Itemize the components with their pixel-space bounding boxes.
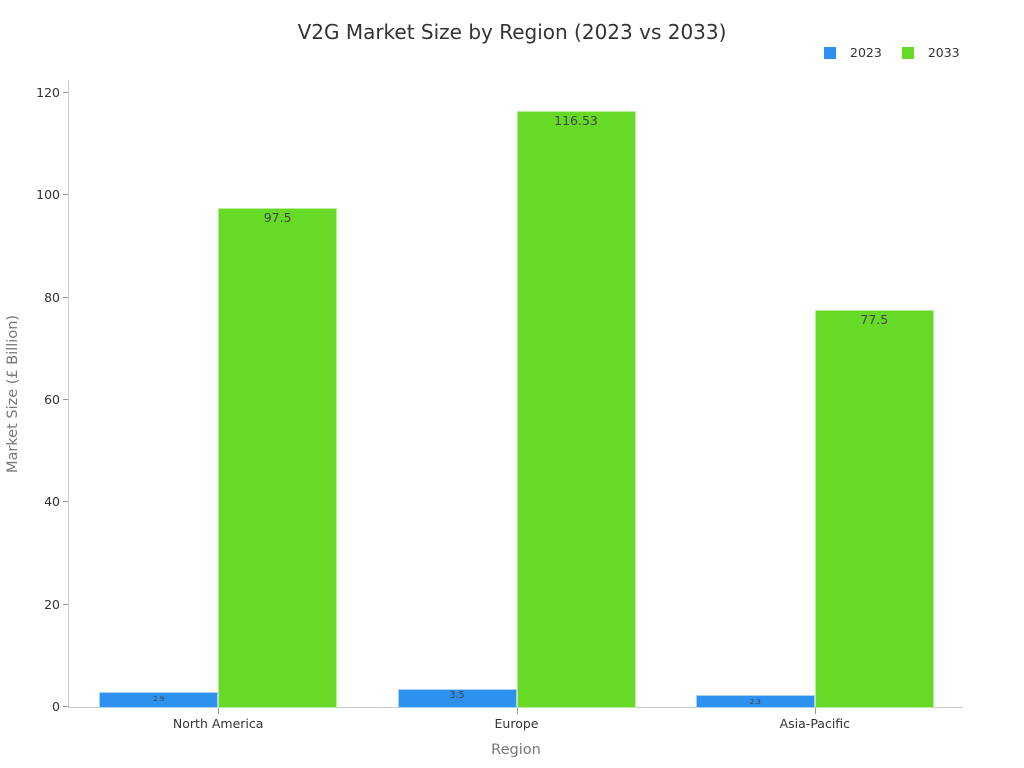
y-tick-mark: [63, 194, 68, 196]
x-axis-title: Region: [491, 742, 541, 758]
y-tick-mark: [63, 296, 68, 298]
x-tick-mark: [516, 708, 518, 714]
bar-2023-asia-pacific[interactable]: 2.3: [695, 695, 815, 708]
y-tick-label: 80: [44, 289, 60, 305]
x-tick-label: Asia-Pacific: [779, 716, 851, 731]
bar-value-label: 3.5: [449, 690, 465, 702]
bar-2023-north-america[interactable]: 2.9: [99, 692, 219, 708]
y-tick: 100: [0, 187, 68, 209]
x-tick-mark: [814, 708, 816, 714]
x-tick-label: North America: [172, 716, 264, 731]
bar-value-label: 116.53: [554, 112, 598, 128]
y-tick-label: 40: [44, 494, 60, 510]
bar-2033-asia-pacific[interactable]: 77.5: [814, 310, 934, 708]
bar-value-label: 97.5: [263, 210, 292, 226]
legend: 2023 2033: [824, 45, 980, 60]
y-tick-label: 100: [36, 187, 60, 203]
y-tick-label: 60: [44, 392, 60, 407]
legend-label-2023: 2023: [850, 45, 882, 60]
bar-2033-north-america[interactable]: 97.5: [218, 208, 338, 708]
legend-item-2033[interactable]: 2033: [901, 45, 960, 60]
y-tick: 80: [0, 290, 68, 312]
y-tick-mark: [63, 501, 68, 503]
x-tick-mark: [218, 708, 220, 714]
y-tick: 40: [0, 494, 68, 516]
x-tick-label: Europe: [494, 716, 539, 731]
y-tick: 20: [0, 597, 68, 619]
y-tick: 120: [0, 85, 68, 107]
y-tick-label: 120: [36, 85, 60, 100]
bar-2033-europe[interactable]: 116.53: [516, 110, 636, 708]
bar-value-label: 2.9: [153, 695, 165, 704]
y-tick-mark: [63, 706, 68, 707]
y-axis-title: Market Size (£ Billion): [5, 314, 21, 474]
y-tick-mark: [63, 399, 68, 400]
legend-item-2023[interactable]: 2023: [824, 45, 882, 60]
y-tick-label: 0: [52, 699, 60, 714]
chart-title: V2G Market Size by Region (2023 vs 2033): [297, 20, 727, 44]
bar-2023-europe[interactable]: 3.5: [397, 689, 517, 708]
y-tick-label: 20: [44, 596, 60, 612]
legend-swatch-2023: [824, 46, 836, 59]
y-tick-mark: [63, 603, 68, 605]
y-axis: [68, 80, 69, 708]
bar-value-label: 2.3: [749, 698, 761, 707]
y-tick: 60: [0, 392, 68, 414]
y-tick-mark: [63, 92, 68, 93]
y-tick: 0: [0, 699, 68, 721]
legend-swatch-2033: [901, 46, 914, 59]
bar-value-label: 77.5: [860, 312, 889, 328]
legend-label-2033: 2033: [927, 45, 960, 60]
